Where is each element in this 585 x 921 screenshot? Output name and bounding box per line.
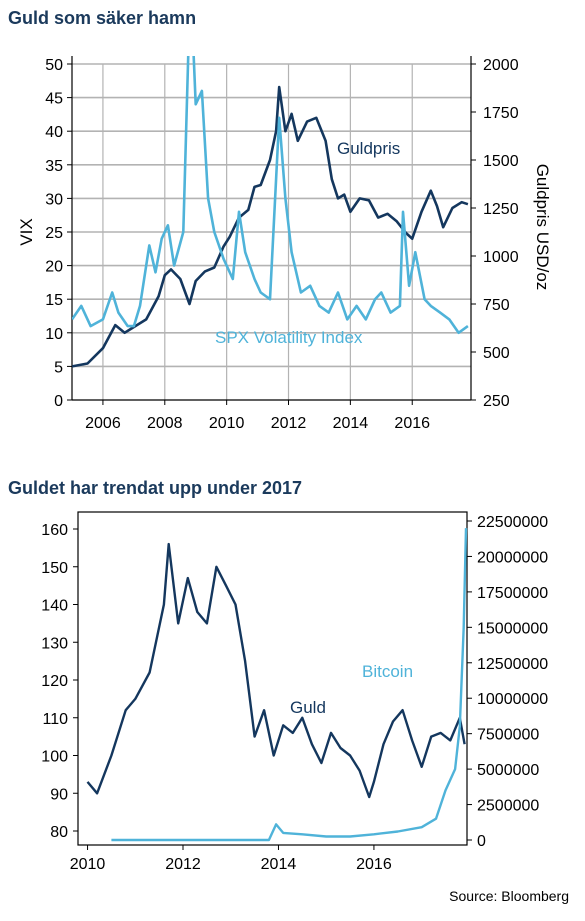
gold-vix-chart: 0 5 10 15 20 25 30 35 40 45 50 250 500 750 1000 1250 150… <box>17 56 552 432</box>
y-left-tick-label: 10 <box>45 326 63 343</box>
x-tick-label: 2016 <box>394 415 430 432</box>
bitcoin-series-label: Bitcoin <box>362 662 413 681</box>
x-tick-label: 2010 <box>209 415 245 432</box>
x-tick-label: 2012 <box>165 856 201 873</box>
y-left-tick-label: 50 <box>45 57 63 74</box>
y-left-tick-label: 80 <box>50 824 68 841</box>
chart2-title: Guldet har trendat upp under 2017 <box>8 478 303 498</box>
x-tick-label: 2006 <box>85 415 121 432</box>
y-left-tick-label: 25 <box>45 225 63 242</box>
x-tick-label: 2014 <box>333 415 369 432</box>
y-right-tick-label: 1250 <box>483 201 519 218</box>
y-axis-left-label: VIX <box>17 218 36 245</box>
y-right-tick-label: 2000 <box>483 57 519 74</box>
y-right-tick-label: 0 <box>477 833 486 850</box>
y-right-tick-label: 750 <box>483 297 510 314</box>
y-left-tick-label: 130 <box>41 635 68 652</box>
y-left-tick-label: 90 <box>50 786 68 803</box>
gold-series-label: Guld <box>290 698 326 717</box>
y-right-tick-label: 22500000 <box>477 514 548 531</box>
y-right-tick-label: 500 <box>483 345 510 362</box>
y-left-tick-label: 140 <box>41 598 68 615</box>
y-right-tick-label: 2500000 <box>477 798 539 815</box>
y-right-tick-label: 20000000 <box>477 549 548 566</box>
gold-line <box>86 542 466 799</box>
x-tick-label: 2008 <box>147 415 183 432</box>
y-right-tick-label: 7500000 <box>477 727 539 744</box>
vix-series-label: SPX Volatility Index <box>215 328 363 347</box>
x-tick-label: 2010 <box>70 856 106 873</box>
chart1-title: Guld som säker hamn <box>8 8 197 28</box>
y-right-tick-label: 250 <box>483 393 510 410</box>
y-left-tick-label: 110 <box>42 711 68 728</box>
y-right-tick-label: 17500000 <box>477 585 548 602</box>
source-note: Source: Bloomberg <box>449 888 569 904</box>
y-right-tick-label: 1000 <box>483 249 519 266</box>
y-left-tick-label: 20 <box>45 259 63 276</box>
y-left-tick-label: 45 <box>45 91 63 108</box>
y-left-tick-label: 0 <box>54 393 63 410</box>
bitcoin-line <box>111 528 468 842</box>
y-left-tick-label: 5 <box>54 359 63 376</box>
y-right-tick-label: 10000000 <box>477 691 548 708</box>
y-right-tick-label: 5000000 <box>477 762 539 779</box>
vix-line <box>72 56 469 335</box>
gold-price-line <box>72 85 469 368</box>
x-tick-label: 2016 <box>356 856 392 873</box>
y-right-tick-label: 15000000 <box>477 620 548 637</box>
y-left-tick-label: 30 <box>45 191 63 208</box>
y-left-tick-label: 40 <box>45 124 63 141</box>
x-tick-label: 2014 <box>261 856 297 873</box>
plot-frame <box>77 511 468 846</box>
y-left-tick-label: 150 <box>41 560 68 577</box>
x-tick-label: 2012 <box>271 415 307 432</box>
y-axis-right-label: Guldpris USD/oz <box>533 164 552 291</box>
y-right-tick-label: 12500000 <box>477 656 548 673</box>
y-left-tick-label: 15 <box>45 292 63 309</box>
y-left-tick-label: 35 <box>45 158 63 175</box>
y-left-tick-label: 160 <box>41 522 68 539</box>
gold-price-series-label: Guldpris <box>337 139 400 158</box>
y-left-tick-label: 100 <box>41 749 68 766</box>
y-right-tick-label: 1500 <box>483 153 519 170</box>
y-right-tick-label: 1750 <box>483 105 519 122</box>
y-left-tick-label: 120 <box>41 673 68 690</box>
